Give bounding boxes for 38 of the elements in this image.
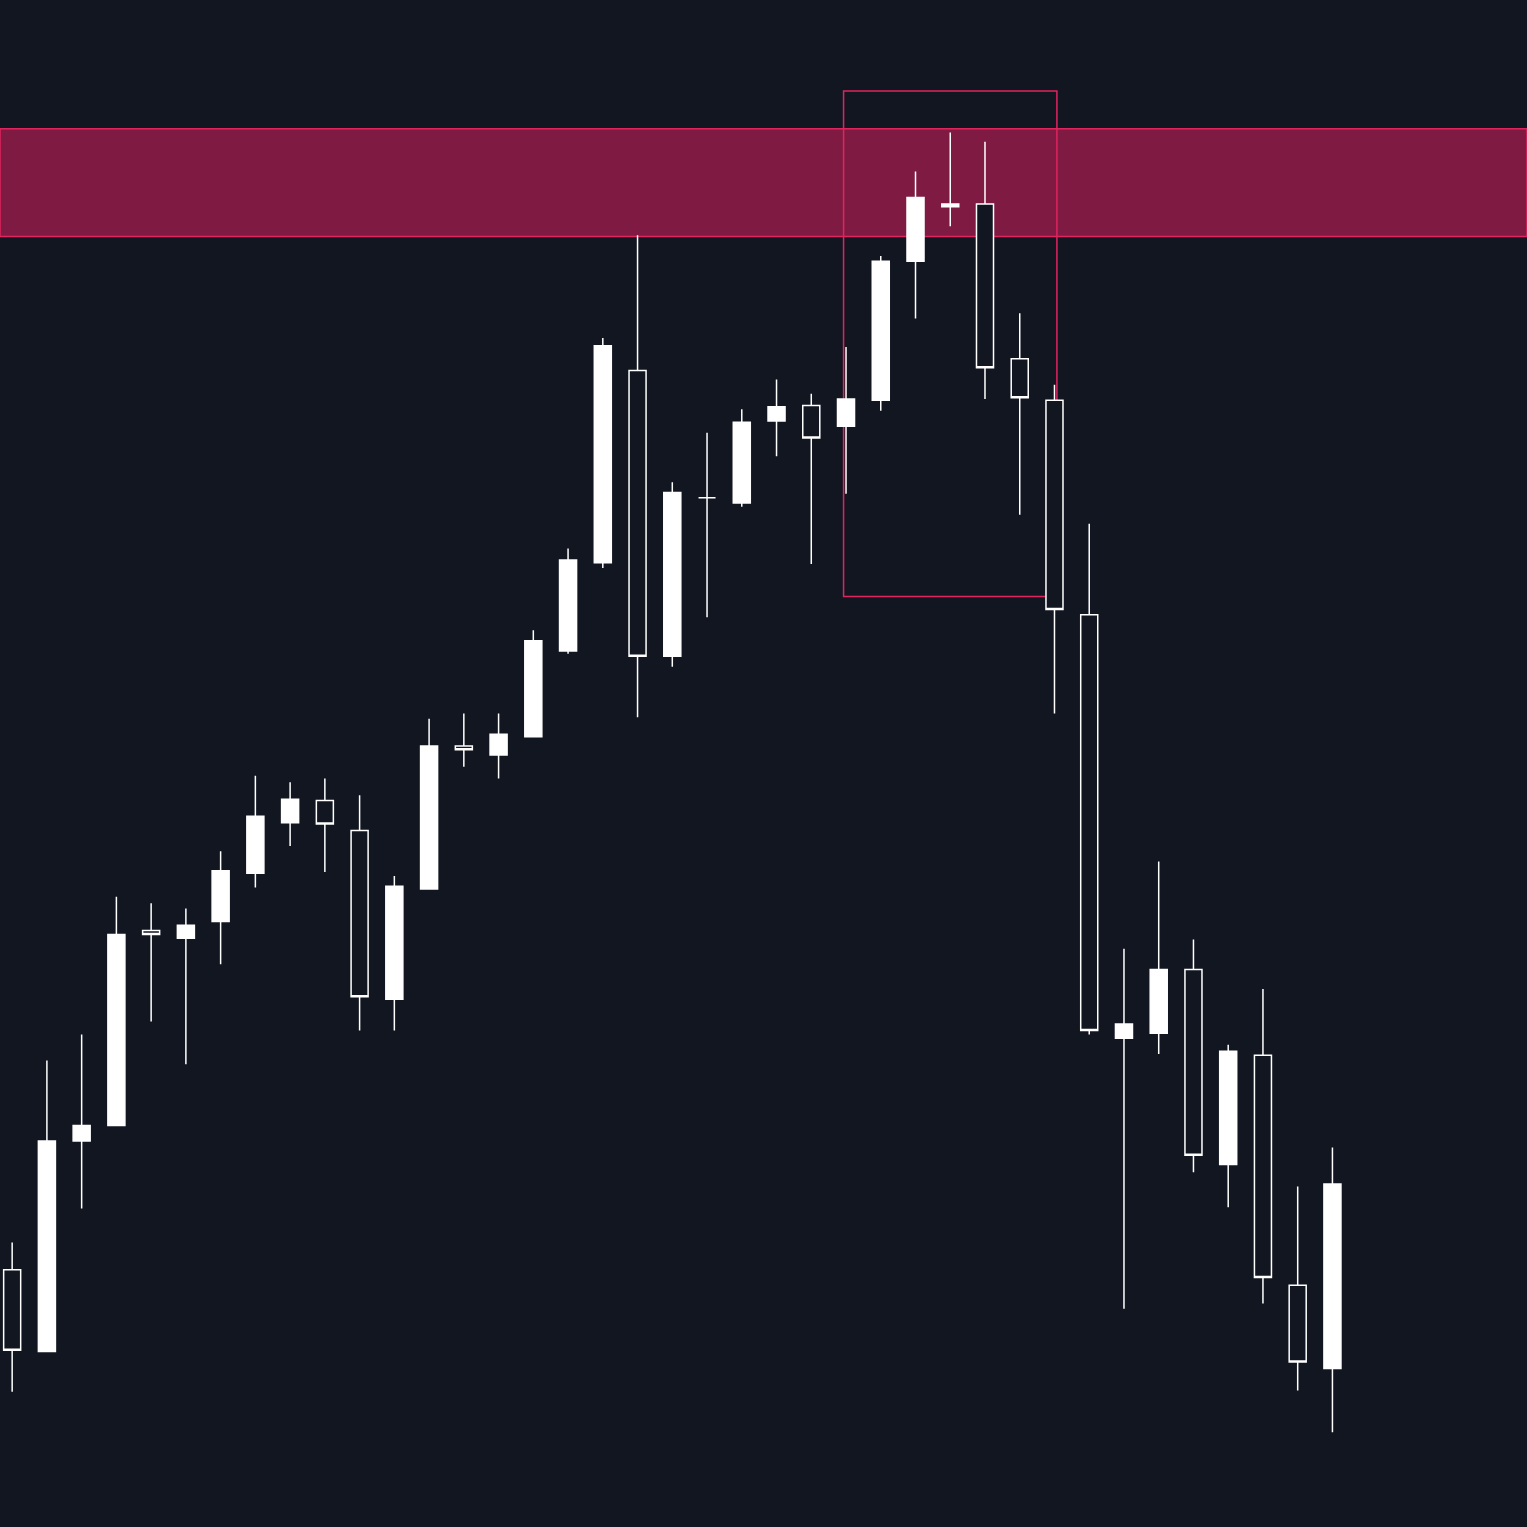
candlestick xyxy=(1045,383,1064,715)
candlestick xyxy=(350,794,369,1032)
candlestick xyxy=(211,850,230,966)
candlestick xyxy=(732,408,752,508)
candlestick xyxy=(663,481,682,668)
candlestick xyxy=(558,547,578,655)
candlestick xyxy=(1114,947,1134,1310)
candlestick xyxy=(628,234,647,719)
candlestick xyxy=(1149,860,1168,1055)
candlestick xyxy=(454,712,474,768)
candlestick xyxy=(593,337,613,569)
candlestick xyxy=(1288,1185,1307,1392)
candlestick xyxy=(871,255,891,412)
candlestick xyxy=(419,717,439,890)
candlestick xyxy=(767,378,786,457)
candlestick xyxy=(37,1059,57,1353)
candlestick xyxy=(697,432,717,619)
candlestick xyxy=(72,1033,91,1210)
candlestick xyxy=(1323,1146,1342,1433)
candlestick xyxy=(906,170,925,320)
candlestick xyxy=(385,875,404,1032)
candlestick xyxy=(836,346,856,495)
candlestick xyxy=(802,393,821,565)
candlestick xyxy=(1218,1044,1238,1209)
candlestick xyxy=(1184,938,1203,1173)
candlestick xyxy=(1253,988,1273,1305)
candlestick xyxy=(524,629,543,738)
candlestick xyxy=(315,777,335,873)
candlestick xyxy=(489,712,508,780)
candlestick xyxy=(107,895,126,1127)
candlestick xyxy=(975,140,995,400)
candlestick xyxy=(176,907,196,1066)
candlestick xyxy=(141,902,161,1023)
candlestick xyxy=(940,131,960,227)
candlestick xyxy=(1079,522,1099,1036)
candlestick xyxy=(246,775,265,889)
candlestick xyxy=(280,781,300,847)
candlestick xyxy=(1010,312,1029,516)
